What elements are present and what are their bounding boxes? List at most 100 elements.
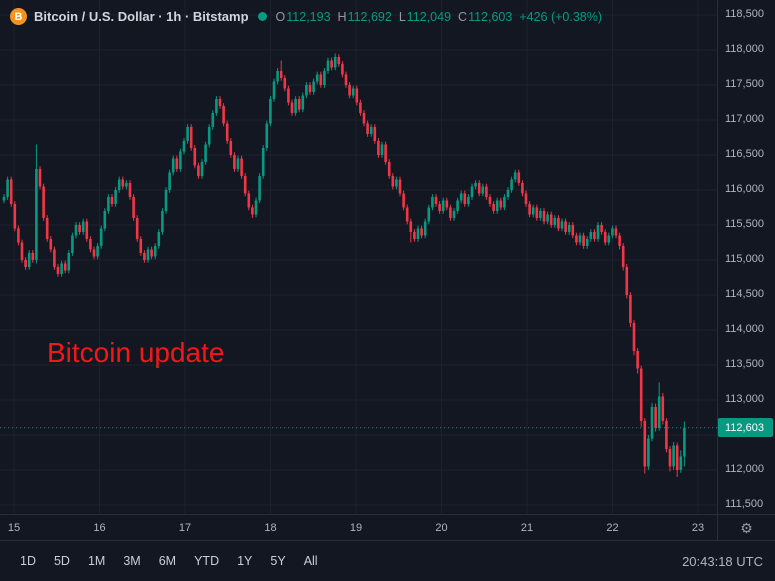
- candle-body: [63, 263, 67, 271]
- candle-body: [485, 186, 488, 197]
- candle-body: [474, 182, 477, 187]
- candle-body: [351, 88, 355, 96]
- candle-body: [103, 210, 107, 229]
- candle-body: [553, 217, 557, 225]
- candle-body: [78, 224, 81, 232]
- range-button-3m[interactable]: 3M: [115, 550, 148, 572]
- candle-body: [618, 235, 621, 246]
- candle-body: [312, 81, 315, 92]
- candle-body: [549, 214, 553, 225]
- candle-body: [503, 196, 506, 208]
- candle-body: [585, 238, 589, 246]
- candle-body: [13, 203, 17, 229]
- candle-body: [355, 88, 359, 103]
- candle-body: [467, 196, 470, 204]
- candle-body: [146, 249, 150, 260]
- candle-body: [157, 231, 161, 246]
- price-axis[interactable]: 118,500 118,000 117,500 117,000 116,500 116,0…: [717, 0, 775, 514]
- range-button-all[interactable]: All: [296, 550, 326, 572]
- symbol-legend: B Bitcoin / U.S. Dollar · 1h · Bitstamp …: [10, 8, 602, 25]
- candle-body: [74, 224, 78, 236]
- candle-body: [27, 252, 31, 267]
- candle-body: [38, 168, 42, 187]
- range-button-1m[interactable]: 1M: [80, 550, 113, 572]
- time-axis[interactable]: 15 16 17 18 19 20 21 22 23: [0, 514, 717, 540]
- candle-body: [85, 221, 89, 239]
- candle-body: [344, 74, 348, 85]
- range-button-5y[interactable]: 5Y: [262, 550, 293, 572]
- candle-body: [233, 154, 236, 169]
- price-tick-label: 116,000: [725, 182, 764, 195]
- candle-body: [582, 235, 585, 246]
- chart-pane[interactable]: B Bitcoin / U.S. Dollar · 1h · Bitstamp …: [0, 0, 717, 514]
- candle-body: [247, 193, 251, 208]
- candle-body: [56, 266, 60, 274]
- candle-body: [513, 172, 517, 180]
- candle-body: [665, 420, 668, 449]
- axis-settings-button[interactable]: ⚙: [717, 514, 775, 540]
- candle-body: [567, 224, 571, 232]
- candle-body: [67, 252, 71, 271]
- candle-body: [639, 368, 643, 421]
- candle-body: [269, 98, 272, 124]
- price-tick-label: 117,500: [725, 77, 764, 90]
- candle-body: [193, 147, 197, 166]
- price-tick-label: 116,500: [725, 147, 764, 160]
- symbol-title[interactable]: Bitcoin / U.S. Dollar · 1h · Bitstamp: [34, 9, 249, 24]
- candle-body: [207, 126, 211, 145]
- candle-body: [366, 123, 369, 134]
- candlestick-chart[interactable]: [0, 0, 717, 514]
- candle-body: [107, 196, 110, 211]
- candle-body: [175, 158, 179, 169]
- candle-body: [438, 203, 441, 211]
- price-tick-label: 118,500: [725, 7, 764, 20]
- candle-body: [539, 210, 542, 218]
- candle-body: [629, 294, 632, 323]
- candle-body: [650, 406, 654, 439]
- candle-body: [683, 427, 686, 457]
- candle-body: [672, 445, 675, 467]
- range-button-1y[interactable]: 1Y: [229, 550, 260, 572]
- candle-body: [294, 98, 297, 113]
- candle-body: [218, 98, 222, 106]
- candle-body: [575, 235, 578, 243]
- candle-body: [92, 249, 96, 257]
- candle-body: [380, 144, 384, 155]
- candle-body: [45, 217, 49, 239]
- candle-body: [254, 200, 258, 215]
- candle-body: [125, 182, 128, 187]
- candle-body: [326, 60, 330, 71]
- candle-body: [305, 84, 308, 96]
- candle-body: [621, 245, 625, 267]
- candle-body: [524, 193, 528, 204]
- candle-body: [164, 189, 168, 211]
- candle-body: [441, 200, 445, 211]
- candle-body: [600, 224, 603, 232]
- candle-body: [611, 228, 614, 236]
- candle-body: [452, 210, 456, 218]
- text-annotation[interactable]: Bitcoin update: [47, 337, 225, 368]
- candle-body: [53, 249, 56, 267]
- candle-body: [427, 207, 431, 222]
- candle-body: [225, 123, 229, 141]
- candle-body: [272, 81, 276, 99]
- candle-body: [359, 102, 362, 113]
- price-tick-label: 114,000: [725, 322, 764, 335]
- timezone-clock[interactable]: 20:43:18 UTC: [682, 553, 763, 569]
- candle-body: [589, 231, 593, 239]
- range-button-1d[interactable]: 1D: [12, 550, 44, 572]
- candle-body: [71, 235, 74, 253]
- range-button-6m[interactable]: 6M: [151, 550, 184, 572]
- range-button-ytd[interactable]: YTD: [186, 550, 227, 572]
- candle-body: [279, 70, 283, 78]
- ohlc-readout: O112,193 H112,692 L112,049 C112,603 +426…: [276, 10, 603, 24]
- time-tick-label: 18: [264, 522, 277, 534]
- candle-body: [679, 456, 683, 470]
- candle-body: [301, 95, 305, 110]
- market-status-dot-icon[interactable]: [257, 12, 267, 21]
- range-button-5d[interactable]: 5D: [46, 550, 78, 572]
- candle-body: [546, 214, 549, 222]
- candle-body: [96, 245, 99, 257]
- candle-body: [153, 245, 157, 257]
- candle-body: [81, 221, 85, 232]
